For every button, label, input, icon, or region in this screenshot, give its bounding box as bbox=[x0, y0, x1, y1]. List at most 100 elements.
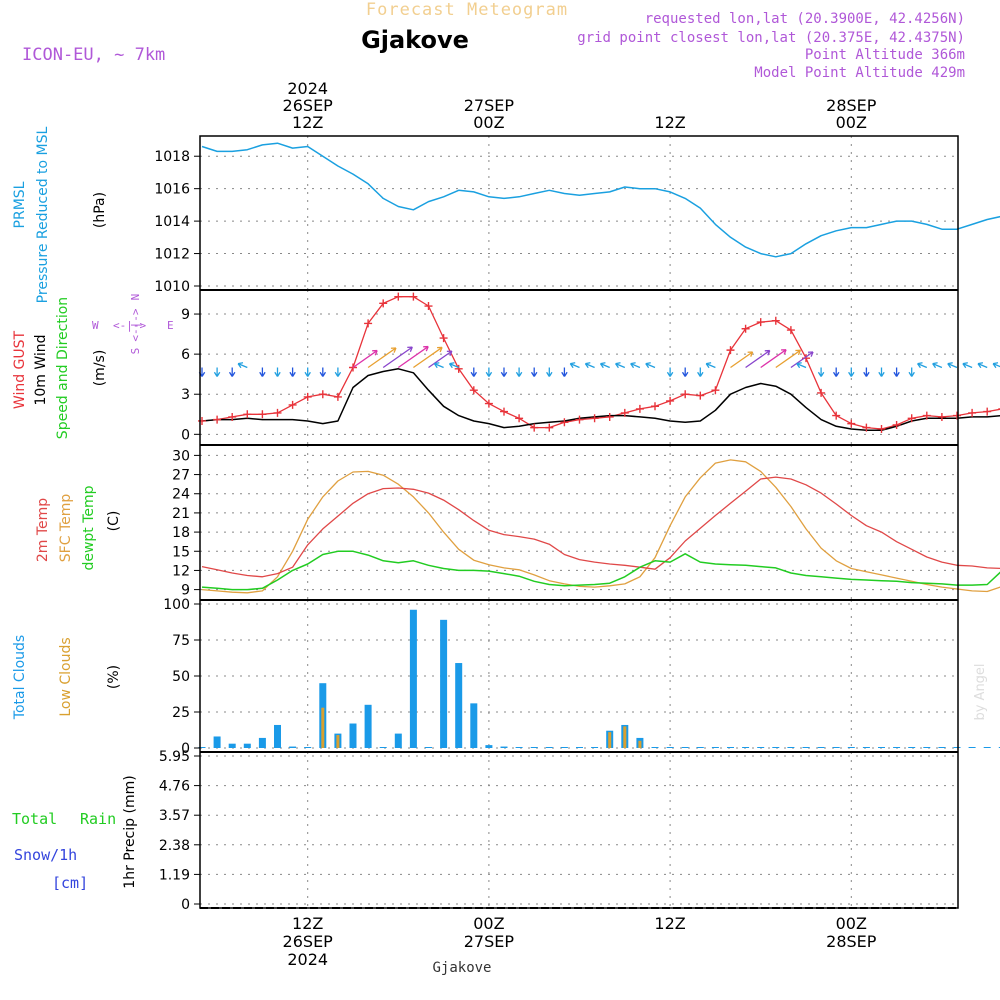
gust-point bbox=[651, 402, 659, 411]
gust-point bbox=[877, 424, 886, 433]
gust-point bbox=[500, 407, 508, 416]
gust-point bbox=[333, 392, 342, 401]
total-cloud-bar bbox=[243, 743, 251, 748]
y-tick-label: 50 bbox=[172, 669, 190, 685]
wind-direction-arrowhead bbox=[705, 362, 712, 369]
wind-direction-arrowhead bbox=[992, 362, 999, 369]
total-cloud-bar bbox=[591, 747, 599, 748]
total-cloud-bar bbox=[440, 619, 448, 748]
gust-point bbox=[575, 415, 584, 424]
y-tick-label: 3 bbox=[181, 387, 190, 403]
wind-direction-arrowhead bbox=[569, 362, 576, 369]
gust-point bbox=[711, 386, 720, 395]
gust-point bbox=[620, 408, 629, 417]
y-tick-label: 0 bbox=[181, 897, 190, 913]
total-cloud-bar bbox=[379, 747, 387, 748]
wind-direction-arrowhead bbox=[781, 349, 787, 355]
total-cloud-bar bbox=[908, 747, 916, 748]
bottom-time-label: 12Z bbox=[654, 914, 685, 933]
total-cloud-bar bbox=[213, 736, 221, 748]
wind-direction-arrowhead bbox=[274, 371, 281, 377]
y-tick-label: 1018 bbox=[154, 149, 190, 165]
sfc-temp-series-line bbox=[201, 459, 1000, 594]
wind-direction-arrowhead bbox=[630, 362, 636, 369]
y-tick-label: 21 bbox=[172, 506, 190, 522]
y-tick-label: 30 bbox=[172, 448, 190, 464]
clouds-label-total: Total Clouds bbox=[12, 635, 28, 720]
wind-series-line bbox=[201, 368, 1000, 432]
wind-direction-arrowhead bbox=[530, 371, 538, 377]
gust-point bbox=[605, 412, 614, 421]
gust-point bbox=[439, 334, 448, 343]
dewpoint-series-line bbox=[201, 550, 1000, 591]
wind-direction-arrow bbox=[434, 363, 444, 369]
wind-direction-arrowhead bbox=[437, 346, 443, 353]
wind-direction-arrowhead bbox=[832, 371, 840, 377]
total-cloud-bar bbox=[923, 747, 931, 748]
wind-direction-arrow bbox=[615, 363, 626, 369]
top-time-label: 27SEP bbox=[464, 96, 515, 115]
total-cloud-bar bbox=[938, 747, 946, 748]
bottom-time-label: 00Z bbox=[836, 914, 867, 933]
total-cloud-bar bbox=[998, 747, 1000, 748]
compass-south: S bbox=[129, 348, 142, 355]
total-cloud-bar bbox=[817, 747, 825, 748]
gust-point bbox=[424, 302, 433, 311]
total-cloud-bar bbox=[983, 747, 991, 748]
temp-label-dew: dewpt Temp bbox=[81, 485, 97, 570]
bottom-time-label: 12Z bbox=[292, 914, 323, 933]
info-line-requested: requested lon,lat (20.3900E, 42.4256N) bbox=[645, 11, 965, 27]
gust-point bbox=[696, 391, 705, 400]
wind-direction-arrowhead bbox=[932, 362, 938, 369]
total-cloud-bar bbox=[545, 747, 553, 748]
wind-direction-arrowhead bbox=[817, 371, 825, 377]
wind-direction-arrowhead bbox=[334, 371, 342, 377]
bottom-time-label: 27SEP bbox=[464, 932, 515, 951]
wind-direction-arrow bbox=[730, 351, 753, 369]
location-title: Gjakove bbox=[361, 26, 469, 54]
model-label: ICON-EU, ~ 7km bbox=[22, 45, 165, 65]
info-line-gridpoint: grid point closest lon,lat (20.375E, 42.… bbox=[577, 30, 965, 46]
wind-direction-arrowhead bbox=[372, 349, 378, 356]
gust-point bbox=[922, 411, 931, 420]
y-tick-label: 1012 bbox=[154, 247, 190, 263]
wind-direction-arrow bbox=[962, 363, 973, 369]
wind-direction-arrowhead bbox=[515, 371, 523, 377]
total-cloud-bar bbox=[832, 747, 840, 748]
wind-direction-arrowhead bbox=[795, 349, 801, 356]
total-cloud-bar bbox=[711, 747, 719, 748]
gust-point bbox=[726, 346, 735, 355]
total-cloud-bar bbox=[742, 747, 750, 748]
wind-direction-arrowhead bbox=[848, 371, 855, 377]
wind-direction-arrow bbox=[237, 363, 248, 369]
wind-direction-arrow bbox=[630, 363, 641, 369]
total-cloud-bar bbox=[802, 747, 810, 748]
wind-direction-arrow bbox=[775, 349, 801, 369]
gust-point bbox=[741, 324, 750, 333]
total-cloud-bar bbox=[681, 747, 689, 748]
wind-compass: N S W E <-|-> <-|-> bbox=[92, 294, 174, 355]
wind-direction-arrow bbox=[796, 363, 807, 369]
top-time-label: 00Z bbox=[836, 113, 867, 132]
wind-direction-arrow bbox=[947, 363, 958, 369]
total-cloud-bar bbox=[274, 724, 281, 748]
bottom-time-label: 00Z bbox=[473, 914, 504, 933]
wind-direction-arrow bbox=[932, 363, 943, 369]
total-cloud-bar bbox=[304, 747, 312, 748]
top-time-label: 26SEP bbox=[283, 96, 334, 115]
product-title: Forecast Meteogram bbox=[366, 0, 568, 20]
wind-direction-arrow bbox=[570, 363, 580, 369]
total-cloud-bar bbox=[228, 743, 236, 748]
temp-label-unit: (C) bbox=[106, 511, 122, 532]
gust-point bbox=[515, 414, 524, 423]
bottom-time-axis: 12Z26SEP202400Z27SEP12Z00Z28SEP12Z00Z29S… bbox=[283, 914, 877, 969]
compass-north: N bbox=[129, 294, 142, 301]
total-cloud-bar bbox=[500, 746, 508, 748]
wind-direction-arrowhead bbox=[681, 371, 689, 377]
gust-point bbox=[771, 316, 780, 325]
wind-direction-arrowhead bbox=[917, 362, 923, 369]
total-cloud-bar bbox=[953, 747, 961, 748]
pressure-label-prmsl: PRMSL bbox=[12, 181, 28, 228]
precip-label-unit: 1hr Precip (mm) bbox=[122, 775, 138, 888]
y-tick-label: 27 bbox=[172, 468, 190, 484]
